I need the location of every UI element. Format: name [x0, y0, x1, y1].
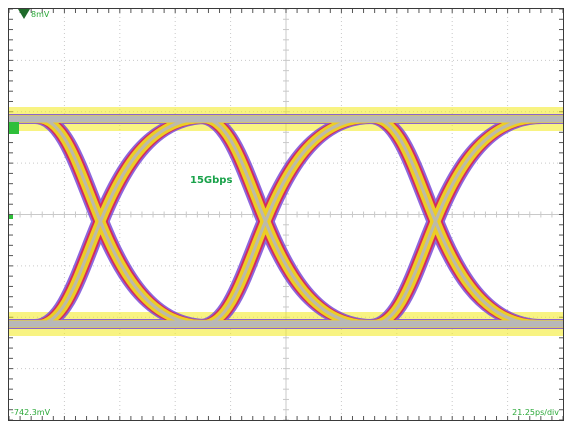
eye-diagram-canvas — [9, 9, 563, 420]
falling-edge — [195, 114, 369, 329]
falling-edge — [37, 117, 205, 326]
top-level-readout: 8mV — [31, 10, 50, 19]
channel-level-icon — [9, 122, 19, 134]
timebase-readout: 21.25ps/div — [512, 408, 559, 417]
bottom-level-readout: -742.3mV — [11, 408, 51, 417]
rising-edge — [197, 115, 369, 328]
channel-offset-icon — [9, 215, 13, 219]
falling-edge — [197, 115, 369, 328]
eye-diagram-display: 8mV 15Gbps -742.3mV 21.25ps/div — [8, 8, 564, 421]
falling-edge — [367, 115, 539, 328]
falling-edge — [30, 114, 204, 329]
falling-edge — [372, 117, 540, 326]
signal-rate-label: 15Gbps — [190, 175, 233, 186]
rising-edge — [30, 114, 204, 329]
trigger-arrow-icon — [18, 9, 30, 19]
rising-edge — [367, 115, 539, 328]
rail-core — [9, 115, 563, 328]
rising-edge — [195, 114, 369, 329]
falling-edge — [202, 117, 370, 326]
